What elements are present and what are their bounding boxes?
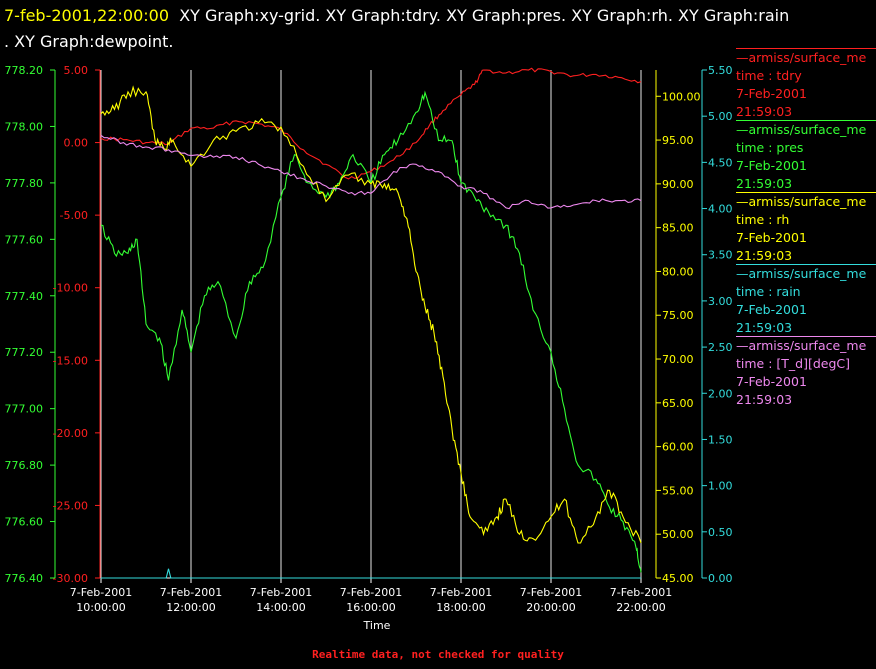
x-tick-label-date: 7-Feb-2001 <box>70 586 132 599</box>
legend-entry: —armiss/surface_me time : rh 7-Feb-2001 21:… <box>736 192 876 264</box>
legend-variable: time : rain <box>736 284 801 299</box>
rh-tick-label: 90.00 <box>662 178 694 191</box>
pres-tick-label: 776.80 <box>5 459 44 472</box>
rh-tick-label: 75.00 <box>662 309 694 322</box>
legend-time: 21:59:03 <box>736 176 793 191</box>
rh-tick-label: 60.00 <box>662 441 694 454</box>
pres-tick-label: 777.40 <box>5 290 44 303</box>
x-tick-label-date: 7-Feb-2001 <box>340 586 402 599</box>
tdry-tick-label: -25.00 <box>53 499 88 512</box>
x-tick-label-date: 7-Feb-2001 <box>610 586 672 599</box>
tdry-tick-label: -20.00 <box>53 427 88 440</box>
rh-tick-label: 80.00 <box>662 265 694 278</box>
rain-tick-label: 4.00 <box>708 203 733 216</box>
legend-date: 7-Feb-2001 <box>736 374 807 389</box>
x-tick-label-time: 12:00:00 <box>166 601 215 614</box>
rain-tick-label: 0.50 <box>708 526 733 539</box>
rain-tick-label: 4.50 <box>708 156 733 169</box>
rain-tick-label: 5.50 <box>708 64 733 77</box>
rh-tick-label: 70.00 <box>662 353 694 366</box>
x-tick-label-date: 7-Feb-2001 <box>160 586 222 599</box>
rain-tick-label: 3.50 <box>708 249 733 262</box>
tdry-tick-label: -15.00 <box>53 354 88 367</box>
pres-tick-label: 778.00 <box>5 120 44 133</box>
x-tick-label-time: 22:00:00 <box>616 601 665 614</box>
title-timestamp: 7-feb-2001,22:00:00 <box>4 6 170 25</box>
legend-time: 21:59:03 <box>736 104 793 119</box>
x-tick-label-time: 10:00:00 <box>76 601 125 614</box>
pres-tick-label: 776.40 <box>5 572 44 585</box>
legend-date: 7-Feb-2001 <box>736 86 807 101</box>
legend-variable: time : rh <box>736 212 790 227</box>
legend-entry: —armiss/surface_me time : [T_d][degC] 7-Fe… <box>736 336 876 408</box>
rain-tick-label: 5.00 <box>708 110 733 123</box>
tdry-tick-label: 0.00 <box>64 137 89 150</box>
legend-entry: —armiss/surface_me time : tdry 7-Feb-2001 2… <box>736 48 876 120</box>
x-tick-label-date: 7-Feb-2001 <box>520 586 582 599</box>
legend-source-name: —armiss/surface_me <box>736 48 876 67</box>
legend-variable: time : tdry <box>736 68 802 83</box>
x-tick-label-date: 7-Feb-2001 <box>430 586 492 599</box>
rain-tick-label: 1.00 <box>708 480 733 493</box>
tdry-tick-label: -10.00 <box>53 282 88 295</box>
rh-tick-label: 45.00 <box>662 572 694 585</box>
rain-tick-label: 1.50 <box>708 433 733 446</box>
series-line-t-d-degc <box>100 134 642 210</box>
legend-entry: —armiss/surface_me time : pres 7-Feb-2001 2… <box>736 120 876 192</box>
legend-source-name: —armiss/surface_me <box>736 264 876 283</box>
rain-tick-label: 3.00 <box>708 295 733 308</box>
pres-tick-label: 777.80 <box>5 177 44 190</box>
legend-time: 21:59:03 <box>736 320 793 335</box>
legend-time: 21:59:03 <box>736 392 793 407</box>
legend-time: 21:59:03 <box>736 248 793 263</box>
series-line-rh <box>100 85 642 544</box>
pres-tick-label: 777.60 <box>5 233 44 246</box>
tdry-tick-label: -30.00 <box>53 572 88 585</box>
x-tick-label-time: 20:00:00 <box>526 601 575 614</box>
rh-tick-label: 50.00 <box>662 528 694 541</box>
legend-variable: time : [T_d][degC] <box>736 356 851 371</box>
legend-entry: —armiss/surface_me time : rain 7-Feb-2001 2… <box>736 264 876 336</box>
title-graph-list: XY Graph:xy-grid. XY Graph:tdry. XY Grap… <box>179 6 790 25</box>
tdry-tick-label: -5.00 <box>60 209 88 222</box>
legend-source-name: —armiss/surface_me <box>736 120 876 139</box>
tdry-tick-label: 5.00 <box>64 64 89 77</box>
pres-tick-label: 778.20 <box>5 64 44 77</box>
legend-date: 7-Feb-2001 <box>736 230 807 245</box>
x-tick-label-time: 16:00:00 <box>346 601 395 614</box>
pres-tick-label: 776.60 <box>5 516 44 529</box>
legend: —armiss/surface_me time : tdry 7-Feb-2001 2… <box>736 48 876 408</box>
rh-tick-label: 100.00 <box>662 90 701 103</box>
legend-variable: time : pres <box>736 140 804 155</box>
rain-tick-label: 0.00 <box>708 572 733 585</box>
rh-tick-label: 55.00 <box>662 484 694 497</box>
rh-tick-label: 85.00 <box>662 222 694 235</box>
legend-date: 7-Feb-2001 <box>736 302 807 317</box>
rh-tick-label: 65.00 <box>662 397 694 410</box>
rain-tick-label: 2.50 <box>708 341 733 354</box>
series-line-tdry <box>100 67 642 180</box>
graph-title: 7-feb-2001,22:00:00 XY Graph:xy-grid. XY… <box>4 3 874 55</box>
title-graph-list-continued: . XY Graph:dewpoint. <box>4 32 174 51</box>
series-line-rain <box>101 568 641 579</box>
legend-date: 7-Feb-2001 <box>736 158 807 173</box>
pres-tick-label: 777.00 <box>5 403 44 416</box>
quality-notice: Realtime data, not checked for quality <box>312 648 564 661</box>
x-tick-label-time: 14:00:00 <box>256 601 305 614</box>
x-tick-label-date: 7-Feb-2001 <box>250 586 312 599</box>
x-tick-label-time: 18:00:00 <box>436 601 485 614</box>
rain-tick-label: 2.00 <box>708 387 733 400</box>
rh-tick-label: 95.00 <box>662 134 694 147</box>
pres-tick-label: 777.20 <box>5 346 44 359</box>
legend-source-name: —armiss/surface_me <box>736 192 876 211</box>
legend-source-name: —armiss/surface_me <box>736 336 876 355</box>
x-axis-label: Time <box>363 619 391 632</box>
